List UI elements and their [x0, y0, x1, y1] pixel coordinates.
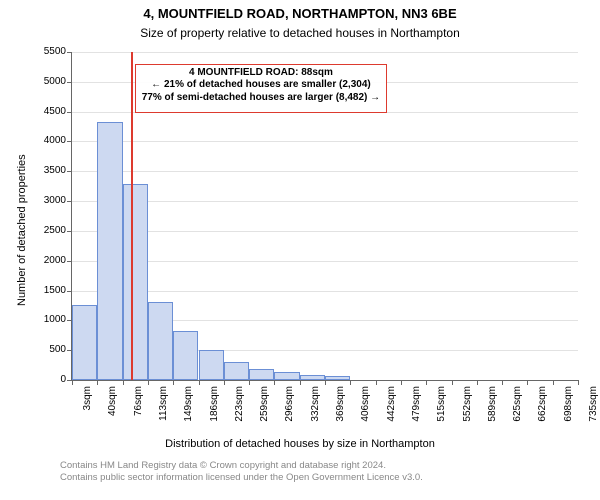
x-tick-label: 589sqm [488, 380, 498, 446]
histogram-bar [224, 362, 249, 380]
grid-line [72, 231, 578, 232]
y-axis-label: Number of detached properties [16, 154, 28, 306]
x-tick-label: 186sqm [210, 380, 220, 446]
histogram-bar [123, 184, 148, 380]
grid-line [72, 171, 578, 172]
x-tick-mark [502, 380, 503, 385]
x-tick-mark [148, 380, 149, 385]
x-tick-label: 442sqm [387, 380, 397, 446]
footer-line-1: Contains HM Land Registry data © Crown c… [60, 460, 423, 472]
x-tick-label: 625sqm [513, 380, 523, 446]
x-tick-label: 113sqm [159, 380, 169, 446]
x-tick-label: 735sqm [589, 380, 599, 446]
property-info-box: 4 MOUNTFIELD ROAD: 88sqm← 21% of detache… [135, 64, 387, 113]
x-tick-label: 662sqm [538, 380, 548, 446]
histogram-bar [173, 331, 198, 380]
x-tick-label: 40sqm [108, 380, 118, 446]
info-box-line: ← 21% of detached houses are smaller (2,… [142, 79, 380, 92]
x-tick-mark [300, 380, 301, 385]
x-tick-mark [325, 380, 326, 385]
x-tick-mark [249, 380, 250, 385]
plot-area: 0500100015002000250030003500400045005000… [72, 52, 578, 380]
x-tick-mark [274, 380, 275, 385]
x-tick-label: 552sqm [463, 380, 473, 446]
x-tick-mark [401, 380, 402, 385]
histogram-bar [199, 350, 224, 380]
x-tick-label: 515sqm [437, 380, 447, 446]
x-tick-mark [123, 380, 124, 385]
histogram-bar [72, 305, 97, 380]
grid-line [72, 52, 578, 53]
x-tick-label: 3sqm [83, 380, 93, 446]
x-tick-mark [527, 380, 528, 385]
x-tick-mark [553, 380, 554, 385]
x-tick-mark [72, 380, 73, 385]
histogram-chart: 4, MOUNTFIELD ROAD, NORTHAMPTON, NN3 6BE… [0, 0, 600, 500]
chart-subtitle: Size of property relative to detached ho… [0, 26, 600, 40]
chart-title: 4, MOUNTFIELD ROAD, NORTHAMPTON, NN3 6BE [0, 6, 600, 21]
histogram-bar [148, 302, 173, 380]
x-tick-label: 259sqm [260, 380, 270, 446]
histogram-bar [97, 122, 122, 380]
x-tick-mark [426, 380, 427, 385]
x-tick-label: 406sqm [361, 380, 371, 446]
grid-line [72, 261, 578, 262]
x-tick-mark [350, 380, 351, 385]
x-tick-label: 76sqm [134, 380, 144, 446]
histogram-bar [274, 372, 299, 380]
histogram-bar [249, 369, 274, 380]
x-tick-label: 698sqm [564, 380, 574, 446]
grid-line [72, 291, 578, 292]
footer-credits: Contains HM Land Registry data © Crown c… [60, 460, 423, 484]
x-tick-mark [452, 380, 453, 385]
property-marker-line [131, 52, 133, 380]
x-tick-label: 479sqm [412, 380, 422, 446]
x-tick-mark [477, 380, 478, 385]
x-tick-label: 149sqm [184, 380, 194, 446]
x-tick-mark [199, 380, 200, 385]
grid-line [72, 201, 578, 202]
x-tick-label: 296sqm [285, 380, 295, 446]
x-tick-label: 223sqm [235, 380, 245, 446]
x-tick-mark [173, 380, 174, 385]
grid-line [72, 141, 578, 142]
x-tick-mark [224, 380, 225, 385]
x-tick-mark [578, 380, 579, 385]
footer-line-2: Contains public sector information licen… [60, 472, 423, 484]
x-tick-label: 332sqm [311, 380, 321, 446]
x-tick-mark [376, 380, 377, 385]
x-tick-mark [97, 380, 98, 385]
info-box-line: 4 MOUNTFIELD ROAD: 88sqm [142, 67, 380, 80]
x-tick-label: 369sqm [336, 380, 346, 446]
info-box-line: 77% of semi-detached houses are larger (… [142, 92, 380, 105]
